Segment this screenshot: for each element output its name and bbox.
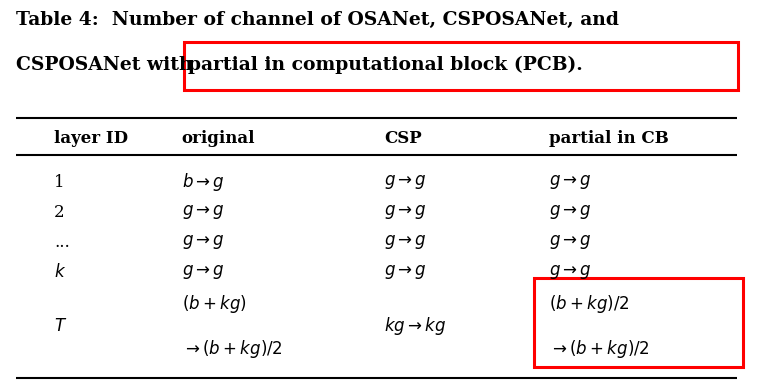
Text: $g \rightarrow g$: $g \rightarrow g$ xyxy=(550,203,592,221)
Text: $\rightarrow (b + kg)/2$: $\rightarrow (b + kg)/2$ xyxy=(550,338,650,360)
Text: layer ID: layer ID xyxy=(54,130,128,147)
Text: $(b + kg)$: $(b + kg)$ xyxy=(182,293,246,315)
Text: $g \rightarrow g$: $g \rightarrow g$ xyxy=(384,263,427,281)
Text: 1: 1 xyxy=(54,174,65,191)
Text: $(b + kg)/2$: $(b + kg)/2$ xyxy=(550,293,630,315)
Text: CSP: CSP xyxy=(384,130,422,147)
Text: $g \rightarrow g$: $g \rightarrow g$ xyxy=(182,263,224,281)
Text: $b \rightarrow g$: $b \rightarrow g$ xyxy=(182,171,224,193)
Text: $kg \rightarrow kg$: $kg \rightarrow kg$ xyxy=(384,316,446,338)
Text: Table 4:  Number of channel of OSANet, CSPOSANet, and: Table 4: Number of channel of OSANet, CS… xyxy=(16,11,619,29)
Text: partial in computational block (PCB).: partial in computational block (PCB). xyxy=(187,56,582,74)
Text: $g \rightarrow g$: $g \rightarrow g$ xyxy=(384,233,427,251)
Text: $g \rightarrow g$: $g \rightarrow g$ xyxy=(182,233,224,251)
Text: $g \rightarrow g$: $g \rightarrow g$ xyxy=(550,233,592,251)
Text: $k$: $k$ xyxy=(54,263,66,281)
Text: CSPOSANet with: CSPOSANet with xyxy=(16,56,200,74)
Text: $g \rightarrow g$: $g \rightarrow g$ xyxy=(182,203,224,221)
Text: ...: ... xyxy=(54,234,69,251)
Text: 2: 2 xyxy=(54,204,65,221)
Text: $\rightarrow (b + kg)/2$: $\rightarrow (b + kg)/2$ xyxy=(182,338,282,360)
Text: partial in CB: partial in CB xyxy=(550,130,669,147)
Text: original: original xyxy=(182,130,255,147)
Text: $g \rightarrow g$: $g \rightarrow g$ xyxy=(384,173,427,191)
Text: $g \rightarrow g$: $g \rightarrow g$ xyxy=(550,263,592,281)
Text: $g \rightarrow g$: $g \rightarrow g$ xyxy=(384,203,427,221)
Text: $T$: $T$ xyxy=(54,318,67,335)
Text: $g \rightarrow g$: $g \rightarrow g$ xyxy=(550,173,592,191)
